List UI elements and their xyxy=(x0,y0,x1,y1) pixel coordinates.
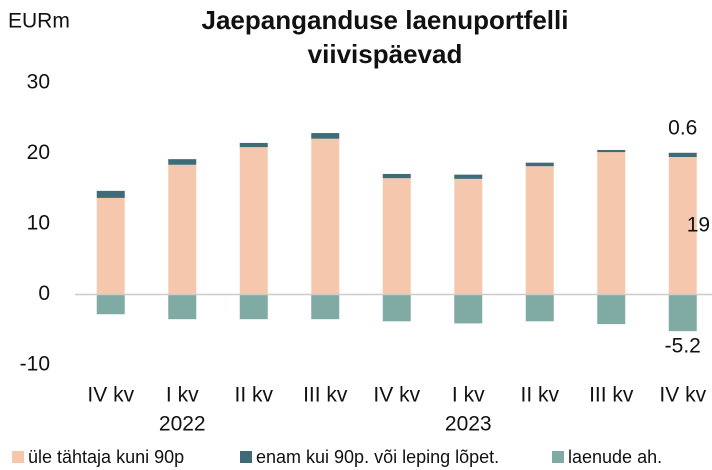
legend-label: enam kui 90p. või leping lõpet. xyxy=(256,447,499,467)
y-tick-label: 0 xyxy=(38,282,50,305)
bar-segment xyxy=(668,152,697,158)
chart-title: Jaepanganduse laenuportfelli xyxy=(202,5,569,35)
bar-segment xyxy=(525,162,554,167)
legend-label: üle tähtaja kuni 90p xyxy=(28,447,184,467)
x-tick-label: IV kv xyxy=(373,384,420,407)
bar-segment xyxy=(239,294,268,320)
bar-segment xyxy=(311,138,340,295)
data-label: 0.6 xyxy=(668,116,697,139)
x-tick-label: I kv xyxy=(166,384,199,407)
chart-title: viivispäevad xyxy=(308,39,463,69)
y-tick-label: 10 xyxy=(27,212,50,235)
x-tick-label: III kv xyxy=(589,384,634,407)
bar-segment xyxy=(382,173,411,179)
y-tick-label: 20 xyxy=(27,141,50,164)
bar-segment xyxy=(96,197,125,295)
bar-segment xyxy=(311,294,340,320)
y-tick-label: -10 xyxy=(20,353,50,376)
bar-segment xyxy=(454,174,483,179)
x-tick-label: III kv xyxy=(303,384,348,407)
x-tick-label: IV kv xyxy=(87,384,134,407)
x-tick-label: II kv xyxy=(520,384,559,407)
data-label: 19.5 xyxy=(687,213,712,236)
bar-segment xyxy=(382,294,411,322)
legend-label: laenude ah. xyxy=(568,447,662,467)
y-tick-label: 30 xyxy=(27,71,50,94)
y-axis-label: EURm xyxy=(8,10,70,33)
x-group-label: 2023 xyxy=(445,413,492,436)
bar-segment xyxy=(668,294,697,332)
bar-segment xyxy=(311,133,340,139)
legend-swatch xyxy=(240,451,252,463)
data-label: -5.2 xyxy=(665,335,701,358)
bar-segment xyxy=(96,190,125,198)
legend-swatch xyxy=(12,451,24,463)
bar-segment xyxy=(168,159,197,165)
x-tick-label: I kv xyxy=(452,384,485,407)
bar-segment xyxy=(525,294,554,322)
bar-segment xyxy=(668,157,697,295)
bar-segment xyxy=(597,294,626,325)
bar-segment xyxy=(454,294,483,324)
bar-segment xyxy=(382,178,411,295)
bar-segment xyxy=(168,164,197,295)
x-tick-label: IV kv xyxy=(659,384,706,407)
bar-segment xyxy=(454,178,483,295)
x-tick-label: II kv xyxy=(234,384,273,407)
x-group-label: 2022 xyxy=(159,413,206,436)
bar-segment xyxy=(96,294,125,315)
bar-segment xyxy=(239,142,268,148)
legend-swatch xyxy=(552,451,564,463)
bar-segment xyxy=(597,152,626,295)
bar-segment xyxy=(597,149,626,153)
bar-segment xyxy=(168,294,197,320)
bar-segment xyxy=(239,147,268,295)
bar-segment xyxy=(525,166,554,295)
